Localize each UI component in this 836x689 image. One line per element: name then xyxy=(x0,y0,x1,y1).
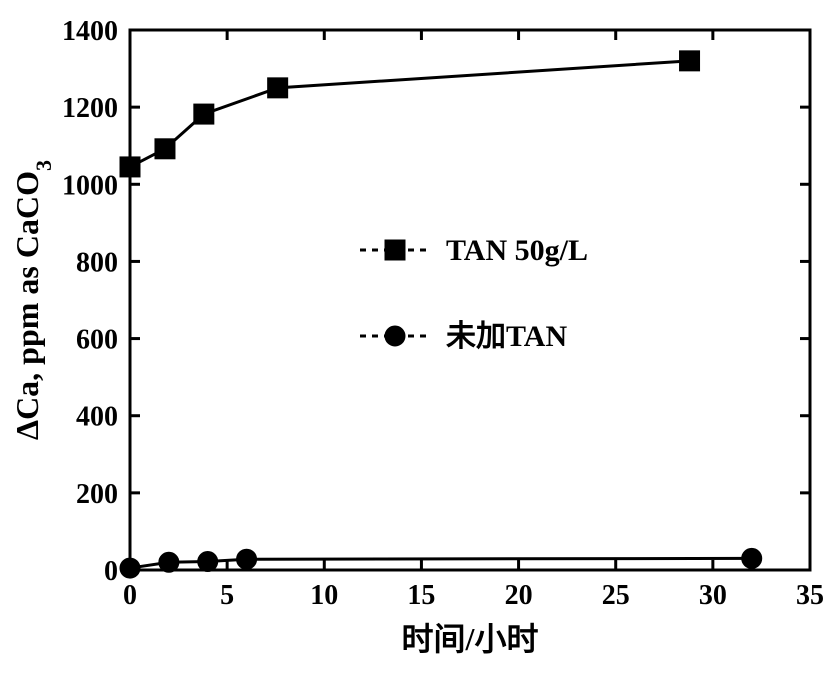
series-marker xyxy=(742,548,762,568)
series-marker xyxy=(155,139,175,159)
y-tick-label: 1000 xyxy=(62,170,118,201)
legend-label: TAN 50g/L xyxy=(446,234,588,267)
series-marker xyxy=(120,558,140,578)
series-marker xyxy=(680,51,700,71)
series-marker xyxy=(237,549,257,569)
y-tick-label: 1400 xyxy=(62,16,118,47)
series-line xyxy=(130,558,752,568)
y-axis-label: ΔCa, ppm as CaCO3 xyxy=(9,160,56,440)
series-marker xyxy=(120,157,140,177)
legend-sample-marker xyxy=(385,326,405,346)
series-marker xyxy=(194,104,214,124)
series-marker xyxy=(198,552,218,572)
plot-border xyxy=(130,30,810,570)
y-tick-label: 200 xyxy=(76,479,118,510)
chart-svg: 0 5 10 15 20 25 30 35 0 200 400 600 800 1000 1200 1400 时… xyxy=(0,0,836,689)
series-marker xyxy=(268,78,288,98)
legend-sample-marker xyxy=(385,240,405,260)
x-tick-label: 25 xyxy=(602,580,630,611)
x-axis-label: 时间/小时 xyxy=(402,621,539,657)
x-tick-label: 15 xyxy=(407,580,435,611)
x-tick-label: 5 xyxy=(220,580,234,611)
legend-label: 未加TAN xyxy=(446,320,567,353)
y-tick-label: 800 xyxy=(76,247,118,278)
series-marker xyxy=(159,552,179,572)
y-tick-label: 400 xyxy=(76,402,118,433)
y-tick-label: 0 xyxy=(104,556,118,587)
chart-root: 0 5 10 15 20 25 30 35 0 200 400 600 800 1000 1200 1400 时… xyxy=(0,0,836,689)
y-tick-label: 1200 xyxy=(62,93,118,124)
x-tick-label: 20 xyxy=(505,580,533,611)
x-tick-label: 10 xyxy=(310,580,338,611)
x-tick-label: 30 xyxy=(699,580,727,611)
x-tick-label: 35 xyxy=(796,580,824,611)
x-tick-label: 0 xyxy=(123,580,137,611)
y-tick-label: 600 xyxy=(76,325,118,356)
